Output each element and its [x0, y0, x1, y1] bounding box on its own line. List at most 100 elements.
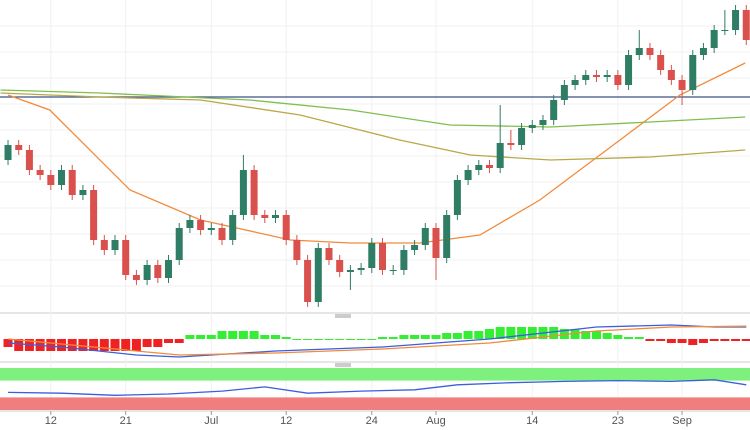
histogram-bar — [442, 333, 452, 339]
candle-body — [678, 80, 686, 90]
histogram-bar — [153, 339, 163, 347]
candle-body — [15, 145, 23, 150]
candle-body — [560, 85, 568, 100]
candle-body — [539, 120, 547, 125]
x-tick-label: Jul — [204, 415, 218, 427]
histogram-bar — [335, 339, 345, 340]
histogram-bar — [185, 335, 195, 339]
candle-body — [271, 215, 279, 218]
histogram-bar — [121, 339, 131, 351]
histogram-bar — [270, 335, 280, 339]
histogram-bar — [217, 331, 227, 339]
candle-body — [336, 260, 344, 272]
candle-body — [571, 80, 579, 85]
histogram-bar — [78, 339, 88, 351]
histogram-bar — [260, 335, 270, 339]
candle-body — [400, 250, 408, 270]
candle-body — [368, 243, 376, 268]
candle-body — [582, 75, 590, 80]
candle-body — [528, 125, 536, 128]
histogram-bar — [14, 339, 24, 351]
candle-body — [411, 245, 419, 250]
candle-body — [122, 240, 130, 275]
overbought-band — [0, 368, 750, 381]
candle-body — [710, 30, 718, 48]
histogram-bar — [228, 331, 238, 339]
candle-body — [721, 30, 729, 31]
histogram-bar — [238, 331, 248, 339]
histogram-bar — [506, 327, 516, 339]
resize-handle[interactable] — [335, 363, 351, 367]
resize-handle[interactable] — [335, 314, 351, 318]
candle-body — [550, 100, 558, 120]
candle-body — [261, 215, 269, 218]
candle-body — [346, 270, 354, 272]
candle-body — [293, 240, 301, 260]
x-tick-label: Sep — [672, 415, 692, 427]
candle-body — [304, 260, 312, 302]
candle-body — [58, 170, 66, 185]
candle-body — [732, 10, 740, 30]
histogram-bar — [495, 327, 505, 339]
histogram-bar — [303, 339, 313, 340]
histogram-bar — [463, 331, 473, 339]
x-tick-label: 14 — [526, 415, 538, 427]
candle-body — [357, 268, 365, 270]
candle-body — [485, 165, 493, 168]
histogram-bar — [174, 339, 184, 343]
histogram-bar — [367, 339, 377, 340]
candle-body — [111, 240, 119, 250]
candle-body — [68, 170, 76, 195]
candle-body — [314, 248, 322, 302]
candle-body — [635, 48, 643, 55]
histogram-bar — [591, 331, 601, 339]
candle-body — [667, 70, 675, 80]
histogram-bar — [731, 339, 741, 341]
histogram-bar — [549, 327, 559, 339]
histogram-bar — [249, 331, 259, 339]
candle-body — [432, 228, 440, 258]
candle-body — [421, 228, 429, 245]
x-tick-label: 21 — [120, 415, 132, 427]
histogram-bar — [292, 339, 302, 340]
candle-body — [186, 220, 194, 228]
histogram-bar — [388, 337, 398, 339]
candle-body — [229, 215, 237, 240]
histogram-bar — [452, 333, 462, 339]
histogram-bar — [474, 331, 484, 339]
histogram-bar — [89, 339, 99, 351]
indicator-line — [0, 89, 746, 128]
histogram-bar — [57, 339, 67, 351]
histogram-bar — [131, 339, 141, 351]
indicator-line — [7, 379, 747, 396]
histogram-bar — [677, 339, 687, 343]
candle-body — [475, 165, 483, 170]
histogram-bar — [581, 331, 591, 339]
candle-body — [689, 55, 697, 90]
histogram-bar — [399, 335, 409, 339]
histogram-bar — [613, 335, 623, 339]
histogram-bar — [656, 339, 666, 341]
histogram-bar — [164, 339, 174, 343]
histogram-bar — [99, 339, 109, 351]
histogram-bar — [688, 339, 698, 345]
histogram-bar — [313, 339, 323, 340]
candle-body — [625, 55, 633, 85]
histogram-bar — [645, 339, 655, 341]
histogram-bar — [517, 327, 527, 339]
candle-body — [207, 228, 215, 230]
candle-body — [154, 265, 162, 278]
indicator-line — [7, 325, 747, 356]
histogram-bar — [741, 339, 750, 341]
candle-body — [4, 145, 12, 160]
candle-body — [239, 170, 247, 215]
x-tick-label: 24 — [366, 415, 378, 427]
candle-body — [699, 48, 707, 55]
candle-body — [165, 260, 173, 278]
histogram-bar — [410, 335, 420, 339]
candle-body — [453, 180, 461, 215]
grid — [0, 25, 750, 287]
histogram-bar — [484, 329, 494, 339]
